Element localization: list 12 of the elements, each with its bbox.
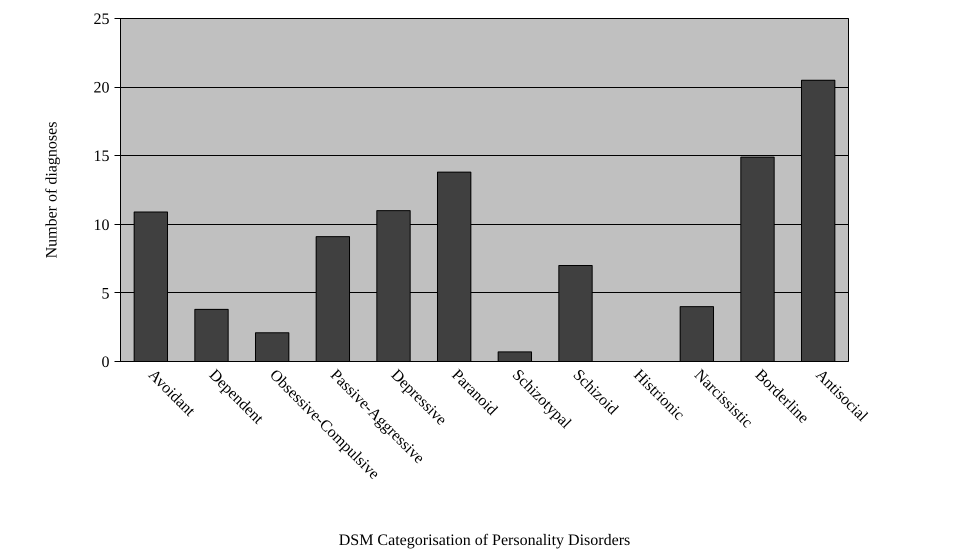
y-tick-label: 10 — [94, 216, 110, 234]
y-axis-title: Number of diagnoses — [44, 122, 60, 258]
y-tick-label: 5 — [102, 285, 110, 302]
y-tick-label: 25 — [94, 11, 110, 28]
x-axis-title: DSM Categorisation of Personality Disorders — [338, 532, 630, 549]
bar — [498, 351, 532, 362]
y-tick-label: 0 — [102, 354, 110, 371]
bar — [254, 332, 290, 362]
y-tick-label: 15 — [94, 148, 110, 166]
y-tick-label: 20 — [94, 80, 110, 97]
bar — [680, 306, 714, 362]
bar — [194, 308, 229, 362]
